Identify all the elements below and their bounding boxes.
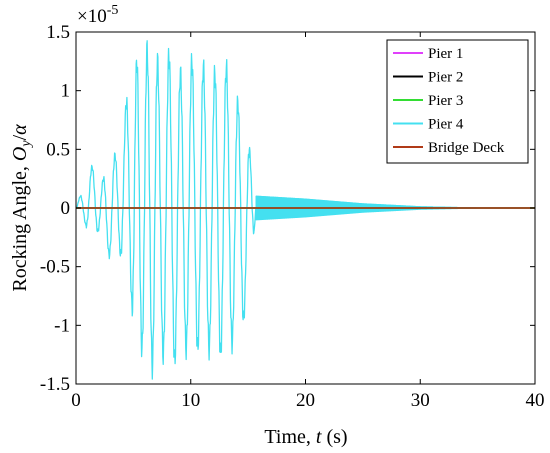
legend-label-pier-1: Pier 1 (428, 46, 463, 62)
y-axis-title-text: Rocking Angle, (9, 161, 31, 292)
legend-box (386, 39, 529, 164)
x-tick-label: 0 (71, 390, 81, 411)
x-axis-title-text: Time, (264, 426, 316, 448)
x-tick-label: 10 (181, 390, 200, 411)
plot-area (76, 40, 535, 380)
legend-label-pier-4: Pier 4 (428, 117, 464, 133)
y-axis-title-slash: / (9, 134, 31, 140)
x-axis-title-var: t (316, 426, 322, 448)
y-tick-label: -1.5 (40, 374, 70, 395)
y-axis-title: Rocking Angle, Oy/α (9, 124, 34, 292)
y-tick-label: 0 (61, 198, 71, 219)
x-tick-label: 40 (526, 390, 545, 411)
y-tick-label: 1.5 (46, 22, 70, 43)
y-axis-title-alpha: α (9, 124, 31, 135)
axis-ticks: 0 10 20 30 40 1.5 1 0.5 0 -0.5 -1 -1.5 (40, 22, 545, 411)
y-multiplier: ×10-5 (77, 3, 118, 27)
legend: Pier 1 Pier 2 Pier 3 Pier 4 Bridge Deck (386, 39, 529, 164)
x-tick-label: 20 (296, 390, 315, 411)
legend-label-bridge-deck: Bridge Deck (428, 140, 505, 156)
y-axis-title-var: O (9, 147, 31, 161)
y-tick-label: -0.5 (40, 257, 70, 278)
y-tick-label: 1 (61, 81, 71, 102)
x-axis-title-unit: (s) (321, 426, 347, 448)
x-axis-title: Time, t (s) (264, 426, 347, 448)
x-tick-label: 30 (411, 390, 430, 411)
y-tick-label: -1 (54, 315, 70, 336)
y-multiplier-exponent: -5 (107, 3, 119, 18)
legend-label-pier-2: Pier 2 (428, 70, 463, 86)
y-axis-title-sub: y (19, 140, 34, 149)
y-multiplier-base: ×10 (77, 6, 107, 27)
y-tick-label: 0.5 (46, 139, 70, 160)
legend-label-pier-3: Pier 3 (428, 93, 463, 109)
